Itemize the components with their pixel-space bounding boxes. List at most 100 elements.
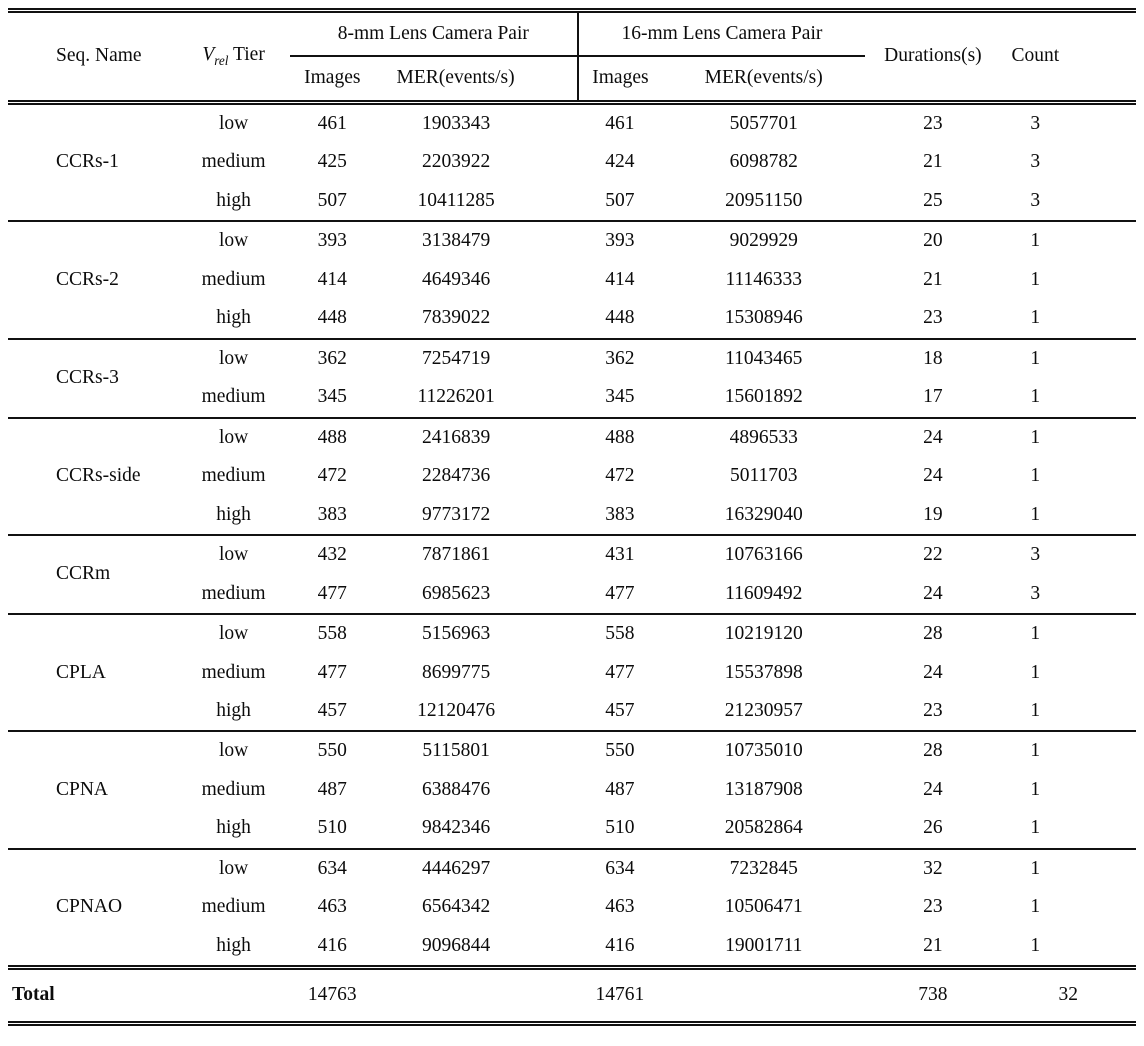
cell-img16: 488	[605, 426, 635, 448]
cell-dur: 24	[923, 582, 943, 604]
table-row: medium 345 11226201 345 15601892 17 1	[8, 378, 1136, 417]
cell-dur: 23	[923, 307, 943, 329]
cell-img8: 416	[317, 934, 347, 956]
sequence-group: CCRs-2 low 393 3138479 393 9029929 20 1 medium 41…	[8, 221, 1136, 338]
sequence-group: CCRs-3 low 362 7254719 362 11043465 18 1 medium 3…	[8, 338, 1136, 418]
cell-mer16: 20582864	[724, 817, 803, 839]
cell-mer16: 10219120	[724, 623, 803, 645]
cell-count: 1	[1030, 778, 1041, 800]
cell-mer8: 9096844	[421, 934, 491, 956]
table-row: CCRs-2 low 393 3138479 393 9029929 20 1	[8, 221, 1136, 289]
table-row: medium 414 4649346 414 11146333 21 1	[8, 261, 1136, 299]
cell-tier: high	[216, 699, 251, 721]
cell-tier: medium	[201, 778, 266, 800]
cell-mer16: 10735010	[724, 740, 803, 762]
cell-img8: 477	[317, 582, 347, 604]
cell-tier: medium	[201, 582, 266, 604]
total-images-8mm-cell: 14763	[307, 984, 357, 1006]
cell-tier: high	[216, 307, 251, 329]
cell-img8: 487	[317, 778, 347, 800]
cell-dur: 21	[923, 151, 943, 173]
cell-count: 1	[1030, 307, 1041, 329]
cell-count: 1	[1030, 426, 1041, 448]
cell-img8: 448	[317, 307, 347, 329]
col-header-count: Count	[1011, 45, 1060, 67]
cell-mer16: 9029929	[729, 230, 798, 252]
cell-mer8: 8699775	[421, 661, 491, 683]
col-header-images-16mm: Images	[576, 56, 663, 103]
cell-count: 1	[1030, 896, 1041, 918]
cell-count: 1	[1030, 817, 1041, 839]
cell-img8: 472	[317, 465, 347, 487]
col-header-vrel-tier: Vrel Tier	[177, 11, 290, 103]
cell-img16: 461	[605, 112, 635, 134]
cell-tier: low	[218, 544, 249, 566]
total-row-group: Total 14763 14761 738 32	[8, 967, 1136, 1024]
cell-mer8: 10411285	[417, 189, 495, 211]
cell-mer16: 16329040	[724, 503, 803, 525]
table-row: high 448 7839022 448 15308946 23 1	[8, 299, 1136, 338]
cell-count: 1	[1030, 699, 1041, 721]
cell-tier: high	[216, 503, 251, 525]
cell-mer16: 7232845	[729, 857, 798, 879]
seq-name-cell: CCRs-3	[56, 366, 119, 388]
cell-count: 1	[1030, 623, 1041, 645]
sequence-group: CCRs-side low 488 2416839 488 4896533 24 1 mediu…	[8, 417, 1136, 535]
cell-tier: medium	[201, 268, 266, 290]
cell-dur: 17	[923, 386, 943, 408]
vrel-variable: V	[202, 44, 215, 66]
cell-tier: low	[218, 347, 249, 369]
cell-mer8: 5115801	[422, 740, 490, 762]
cell-mer8: 9842346	[421, 817, 491, 839]
cell-count: 1	[1030, 740, 1041, 762]
cell-mer8: 9773172	[421, 503, 491, 525]
cell-tier: medium	[201, 465, 266, 487]
total-tier-cell	[177, 968, 290, 1023]
cell-mer8: 2416839	[421, 426, 491, 448]
cell-img16: 477	[605, 582, 635, 604]
cell-dur: 23	[923, 699, 943, 721]
cell-img8: 414	[317, 268, 347, 290]
cell-img8: 345	[317, 386, 347, 408]
cell-dur: 19	[923, 503, 943, 525]
cell-mer16: 4896533	[729, 426, 798, 448]
header-row-top: Seq. Name Vrel Tier 8-mm Lens Camera Pai…	[8, 10, 1136, 67]
cell-mer16: 15601892	[724, 386, 803, 408]
cell-img16: 487	[605, 778, 635, 800]
seq-name-cell: CPNA	[56, 778, 109, 800]
table-row: medium 477 6985623 477 11609492 24 3	[8, 575, 1136, 614]
cell-img8: 488	[317, 426, 347, 448]
cell-mer8: 12120476	[417, 699, 496, 721]
cell-mer8: 11226201	[417, 386, 495, 408]
seq-name-cell: CCRs-side	[56, 465, 141, 487]
cell-count: 1	[1030, 268, 1041, 290]
cell-dur: 32	[923, 857, 943, 879]
table-row: high 457 12120476 457 21230957 23 1	[8, 692, 1136, 731]
cell-img16: 472	[605, 465, 635, 487]
cell-tier: low	[218, 230, 249, 252]
col-header-mer-16mm: MER(events/s)	[704, 67, 823, 89]
table-row: CPNAO low 634 4446297 634 7232845 32 1	[8, 849, 1136, 917]
cell-img16: 416	[605, 934, 635, 956]
table-row: high 507 10411285 507 20951150 25 3	[8, 182, 1136, 221]
cell-mer16: 6098782	[729, 151, 798, 173]
cell-count: 3	[1030, 189, 1041, 211]
cell-mer8: 5156963	[421, 623, 491, 645]
cell-img8: 457	[317, 699, 347, 721]
cell-img16: 558	[605, 623, 635, 645]
total-images-16mm-cell: 14761	[595, 984, 645, 1006]
cell-img8: 510	[317, 817, 347, 839]
cell-dur: 24	[923, 426, 943, 448]
cell-mer16: 13187908	[724, 778, 803, 800]
cell-mer8: 6564342	[421, 896, 491, 918]
cell-tier: high	[216, 817, 251, 839]
seq-name-cell: CCRs-2	[56, 268, 119, 290]
cell-dur: 18	[923, 347, 943, 369]
cell-img16: 507	[605, 189, 635, 211]
cell-dur: 26	[923, 817, 943, 839]
col-header-images-8mm: Images	[304, 67, 361, 89]
cell-img16: 362	[605, 347, 635, 369]
cell-dur: 25	[923, 189, 943, 211]
cell-tier: medium	[201, 896, 266, 918]
sequence-group: CCRs-1 low 461 1903343 461 5057701 23 3 medium 42…	[8, 102, 1136, 221]
